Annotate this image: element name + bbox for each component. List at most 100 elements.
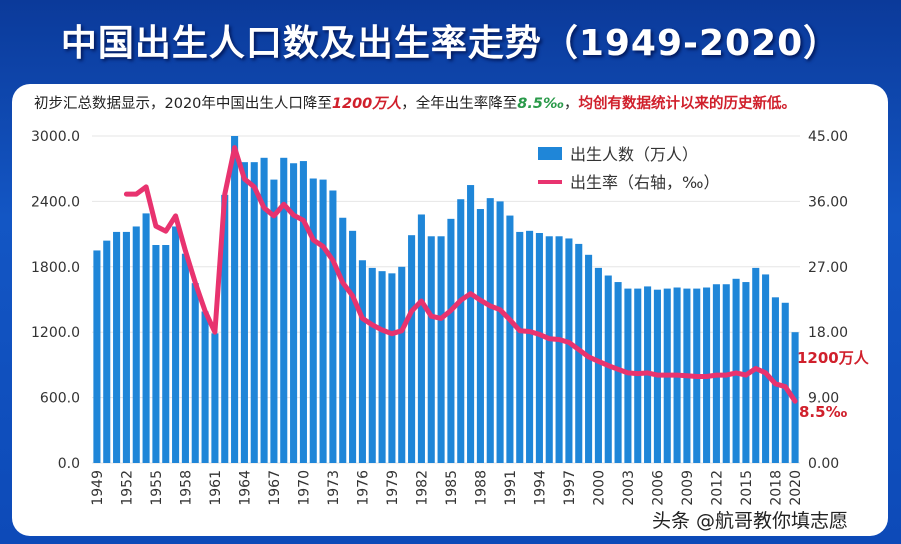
right-axis-tick-label: 18.00 <box>808 325 848 341</box>
subtitle-text: ， <box>564 96 579 112</box>
bar-1961 <box>211 333 219 463</box>
x-axis-tick-label: 1970 <box>296 470 312 506</box>
x-axis-tick-label: 1994 <box>532 470 548 506</box>
right-axis-tick-label: 27.00 <box>808 260 848 276</box>
bar-1994 <box>535 233 543 463</box>
left-axis-tick-label: 1200.0 <box>31 325 80 341</box>
bar-1957 <box>172 226 180 463</box>
bar-1981 <box>408 235 416 463</box>
x-axis-tick-label: 1982 <box>414 470 430 506</box>
bar-1970 <box>299 161 307 463</box>
subtitle-text: ，全年出生率降至 <box>401 96 518 112</box>
x-axis-tick-label: 1979 <box>385 470 401 506</box>
subtitle-rate-value: 8.5‰ <box>517 96 565 112</box>
bar-2016 <box>752 267 760 463</box>
bar-1968 <box>280 157 288 464</box>
bar-1979 <box>388 273 396 463</box>
bar-1991 <box>506 215 514 463</box>
left-axis-tick-label: 0.0 <box>58 456 80 472</box>
chart-title: 中国出生人口数及出生率走势（1949-2020） <box>60 23 841 64</box>
x-axis-tick-label: 1952 <box>119 470 135 506</box>
x-axis-tick-label: 1997 <box>562 470 578 506</box>
bar-1950 <box>103 240 111 463</box>
left-axis-tick-label: 1800.0 <box>31 260 80 276</box>
x-axis-tick-label: 1988 <box>473 470 489 506</box>
subtitle-record-low: 均创有数据统计以来的历史新低。 <box>578 96 797 112</box>
legend-bar-swatch <box>538 147 562 160</box>
bar-1986 <box>457 199 465 463</box>
bar-2003 <box>624 288 632 463</box>
right-axis-tick-label: 0.00 <box>808 456 839 472</box>
bar-1998 <box>575 243 583 463</box>
bar-1971 <box>309 178 317 463</box>
x-axis-tick-label: 1961 <box>208 470 224 506</box>
bar-1967 <box>270 179 278 463</box>
bar-1955 <box>152 245 160 463</box>
x-axis-tick-label: 1985 <box>444 470 460 506</box>
bar-1990 <box>496 201 504 463</box>
bar-1996 <box>555 236 563 463</box>
bar-1966 <box>260 157 268 464</box>
subtitle-births-value: 1200万人 <box>331 96 402 112</box>
x-axis-tick-label: 1991 <box>503 470 519 506</box>
chart-subtitle: 初步汇总数据显示，2020年中国出生人口降至1200万人，全年出生率降至8.5‰… <box>34 92 796 113</box>
left-axis-tick-label: 3000.0 <box>31 129 80 145</box>
bar-1975 <box>349 230 357 463</box>
bar-2001 <box>604 275 612 463</box>
bar-1984 <box>437 236 445 463</box>
bar-1952 <box>122 231 130 463</box>
legend-line-label: 出生率（右轴，‰） <box>570 173 719 192</box>
bar-1953 <box>132 226 140 463</box>
x-axis-tick-label: 1955 <box>149 470 165 506</box>
bar-1958 <box>181 253 189 463</box>
bar-1963 <box>231 136 239 463</box>
x-axis-tick-label: 1958 <box>178 470 194 506</box>
right-axis-tick-label: 45.00 <box>808 129 848 145</box>
bar-1956 <box>162 245 170 463</box>
subtitle-text: 初步汇总数据显示，2020年中国出生人口降至 <box>34 96 332 112</box>
x-axis-tick-label: 1964 <box>237 470 253 506</box>
x-axis-tick-label: 1973 <box>326 470 342 506</box>
bar-1980 <box>398 266 406 463</box>
annotation-births-2020: 1200万人 <box>797 349 870 367</box>
bar-1977 <box>368 267 376 463</box>
bar-1972 <box>319 179 327 463</box>
bar-1969 <box>290 163 298 463</box>
bar-2017 <box>762 274 770 463</box>
right-axis-tick-label: 9.00 <box>808 391 839 407</box>
bar-1993 <box>526 230 534 463</box>
right-axis-tick-label: 36.00 <box>808 194 848 210</box>
bar-1987 <box>467 185 475 464</box>
bar-1973 <box>329 190 337 463</box>
bar-1983 <box>427 236 435 463</box>
bar-1978 <box>378 271 386 463</box>
bar-1962 <box>221 194 229 464</box>
x-axis-tick-label: 2009 <box>680 470 696 506</box>
bar-1949 <box>93 250 101 463</box>
bar-1960 <box>201 311 209 463</box>
left-axis-tick-label: 600.0 <box>40 391 80 407</box>
bar-1951 <box>113 231 121 463</box>
bar-2019 <box>781 302 789 463</box>
x-axis-tick-label: 2000 <box>591 470 607 506</box>
bar-1974 <box>339 217 347 463</box>
legend-bar-label: 出生人数（万人） <box>570 145 698 164</box>
bar-2002 <box>614 282 622 463</box>
bar-1989 <box>486 198 494 463</box>
bar-1982 <box>417 214 425 463</box>
x-axis-tick-label: 2006 <box>650 470 666 506</box>
x-axis-tick-label: 1976 <box>355 470 371 506</box>
x-axis-tick-label: 2003 <box>621 470 637 506</box>
bar-1964 <box>240 162 248 463</box>
bar-1959 <box>191 283 199 463</box>
x-axis-tick-label: 2015 <box>739 470 755 506</box>
annotation-rate-2020: 8.5‰ <box>799 403 848 421</box>
bar-1985 <box>447 218 455 463</box>
bar-1954 <box>142 213 150 463</box>
bar-1995 <box>545 236 553 463</box>
watermark: 头条 @航哥教你填志愿 <box>652 510 849 532</box>
x-axis-tick-label: 1949 <box>90 470 106 506</box>
bar-2000 <box>594 267 602 463</box>
x-axis-tick-label: 2012 <box>709 470 725 506</box>
